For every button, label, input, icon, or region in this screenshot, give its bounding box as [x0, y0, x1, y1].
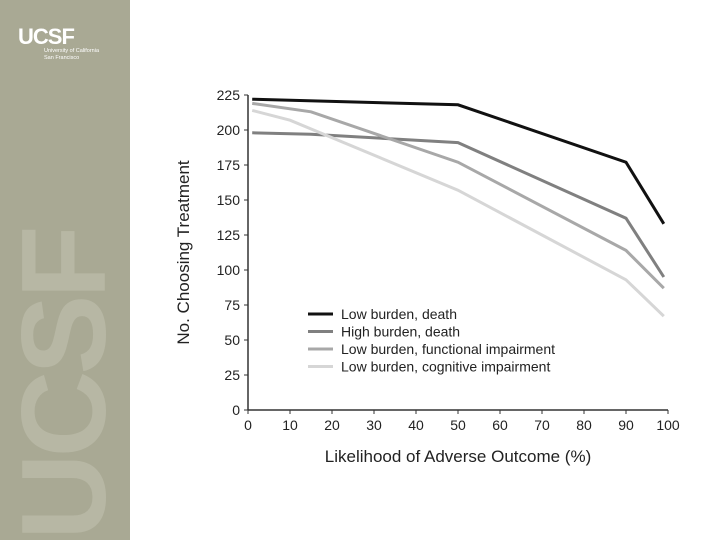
series-line-4 [251, 108, 665, 318]
y-tick-label: 50 [224, 332, 240, 348]
x-tick-label: 60 [492, 417, 508, 433]
y-tick-label: 75 [224, 297, 240, 313]
x-tick-label: 30 [366, 417, 382, 433]
legend-label-4: Low burden, cognitive impairment [341, 359, 550, 375]
y-tick-label: 150 [217, 192, 241, 208]
y-tick-label: 200 [217, 122, 241, 138]
x-tick-label: 80 [576, 417, 592, 433]
x-tick-label: 90 [618, 417, 634, 433]
y-tick-label: 175 [217, 157, 241, 173]
sidebar-panel: UCSF University of California San Franci… [0, 0, 130, 540]
legend-label-3: Low burden, functional impairment [341, 341, 555, 357]
series-line-1 [252, 97, 666, 225]
ucsf-logo: UCSF University of California San Franci… [18, 26, 99, 62]
y-tick-label: 0 [232, 402, 240, 418]
x-tick-label: 20 [324, 417, 340, 433]
x-tick-label: 10 [282, 417, 298, 433]
legend-label-1: Low burden, death [341, 306, 457, 322]
y-tick-label: 225 [217, 87, 241, 103]
y-tick-label: 25 [224, 367, 240, 383]
logo-subtitle-line1: University of California [44, 48, 100, 54]
logo-subtitle-line2: San Francisco [44, 55, 80, 61]
y-tick-label: 100 [217, 262, 241, 278]
x-axis-label: Likelihood of Adverse Outcome (%) [325, 447, 591, 466]
ucsf-watermark: UCSF [0, 229, 130, 540]
x-tick-label: 70 [534, 417, 550, 433]
x-tick-label: 50 [450, 417, 466, 433]
x-tick-label: 40 [408, 417, 424, 433]
x-tick-label: 0 [244, 417, 252, 433]
line-chart: 0 25 50 75 100 125 150 175 200 225 0 10 20 30 40 50 60 70… [174, 87, 680, 466]
y-axis-label: No. Choosing Treatment [174, 160, 193, 345]
series-line-3 [251, 101, 665, 290]
series-line-2 [252, 131, 666, 278]
legend-label-2: High burden, death [341, 324, 460, 340]
y-tick-label: 125 [217, 227, 241, 243]
logo-wordmark: UCSF [18, 24, 75, 49]
x-tick-label: 100 [656, 417, 680, 433]
